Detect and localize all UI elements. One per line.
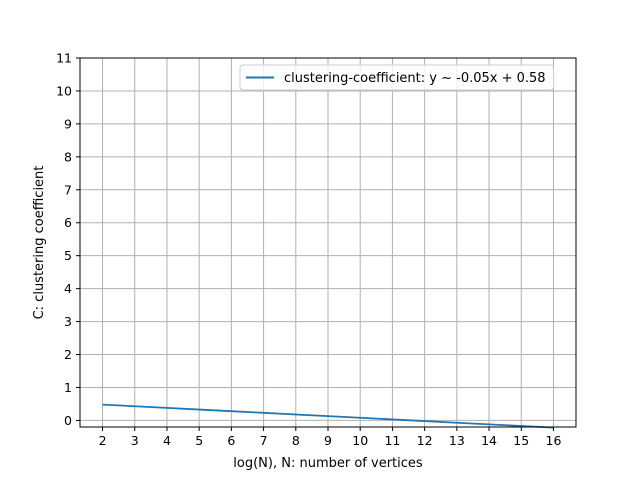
series-layer	[102, 403, 554, 429]
x-tick-label: 4	[163, 433, 171, 448]
x-tick-label: 11	[384, 433, 400, 448]
x-tick-label: 5	[195, 433, 203, 448]
y-tick-label: 2	[64, 347, 72, 362]
legend: clustering-coefficient: y ~ -0.05x + 0.5…	[239, 64, 555, 91]
x-tick-label: 16	[546, 433, 562, 448]
y-axis-label: C: clustering coefficient	[32, 166, 47, 320]
x-tick-label: 10	[352, 433, 368, 448]
y-tick-label: 10	[56, 83, 72, 98]
x-tick-label: 9	[324, 433, 332, 448]
y-tick-label: 7	[64, 182, 72, 197]
y-tick-label: 1	[64, 380, 72, 395]
y-tick-label: 3	[64, 314, 72, 329]
x-tick-label: 2	[99, 433, 107, 448]
y-tick-label: 5	[64, 248, 72, 263]
x-axis-ticks: 2 3 4 5 6 7 8 9 10 11 12 13 14 15 16	[99, 427, 562, 448]
x-tick-label: 7	[260, 433, 268, 448]
y-tick-label: 9	[64, 116, 72, 131]
x-tick-label: 13	[449, 433, 465, 448]
y-tick-label: 11	[56, 51, 72, 66]
x-tick-label: 14	[481, 433, 497, 448]
y-tick-label: 0	[64, 413, 72, 428]
x-axis-label: log(N), N: number of vertices	[233, 456, 423, 471]
legend-label: clustering-coefficient: y ~ -0.05x + 0.5…	[284, 71, 546, 86]
y-axis-ticks: 0 1 2 3 4 5 6 7 8 9 10 11	[56, 51, 80, 428]
x-tick-label: 3	[131, 433, 139, 448]
series-line	[102, 403, 554, 429]
x-tick-label: 12	[417, 433, 433, 448]
y-tick-label: 4	[64, 281, 72, 296]
x-tick-label: 8	[292, 433, 300, 448]
legend-box	[239, 64, 555, 91]
grid	[80, 57, 576, 427]
y-tick-label: 6	[64, 215, 72, 230]
y-tick-label: 8	[64, 149, 72, 164]
x-tick-label: 15	[513, 433, 529, 448]
x-tick-label: 6	[227, 433, 235, 448]
